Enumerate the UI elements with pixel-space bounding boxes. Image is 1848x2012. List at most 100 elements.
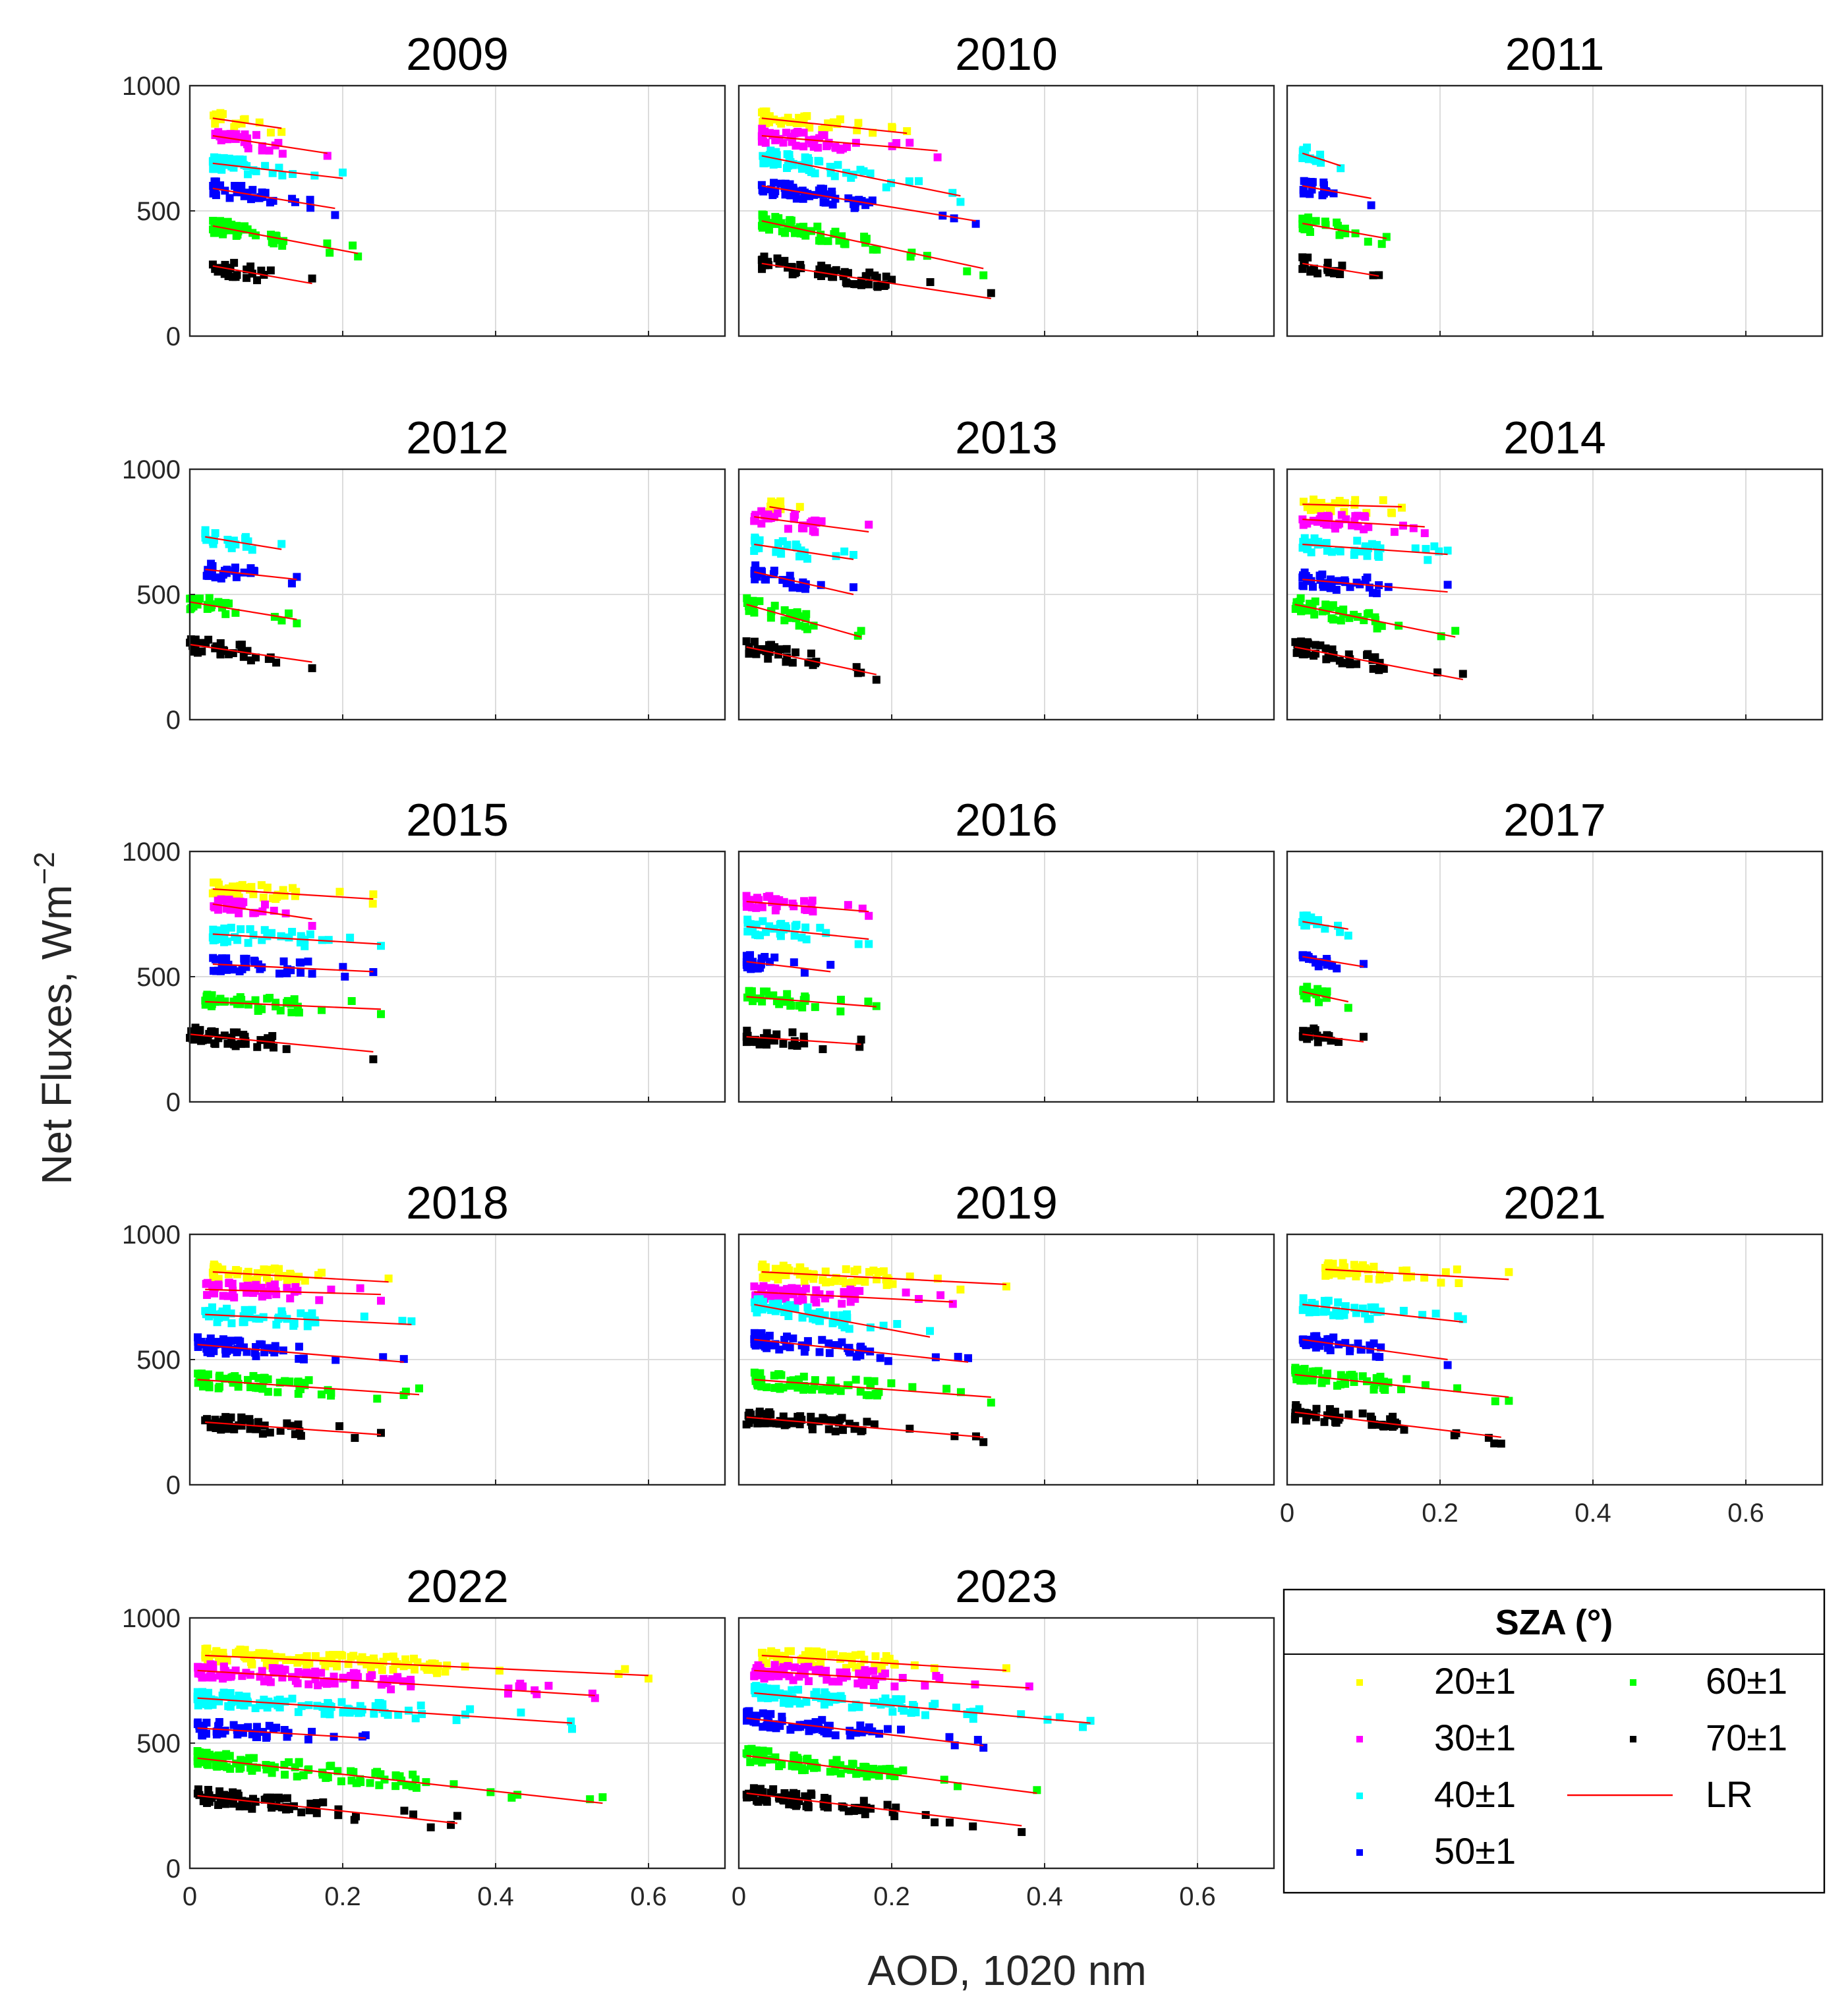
data-point [1321,644,1330,652]
data-point [820,1415,828,1423]
data-point [790,1789,798,1797]
data-point [237,1763,245,1771]
data-point [1324,1296,1333,1305]
data-point [1323,511,1332,520]
data-point [213,1318,221,1327]
data-point [811,169,819,178]
data-point [369,967,378,976]
data-point [859,1681,868,1689]
regression-line [205,568,297,581]
data-point [297,1309,305,1317]
regression-line [761,117,908,134]
data-point [786,609,794,618]
data-point [786,1725,795,1734]
data-point [453,1812,461,1820]
data-point [373,1394,382,1403]
data-point [194,1755,202,1764]
x-tick-label: 0 [183,1882,197,1911]
data-point [759,1282,768,1290]
data-point [379,1353,388,1362]
data-point [210,1261,219,1270]
data-point [778,1760,786,1769]
data-point [285,609,293,618]
data-point [865,911,873,920]
series-sza-70-1 [1291,637,1467,681]
data-point [811,516,820,525]
data-point [824,1339,833,1348]
regression-line [746,1416,984,1438]
data-point [750,1282,759,1290]
data-point [809,1314,817,1323]
data-point [266,994,274,1002]
data-point [210,878,218,887]
data-point [745,607,753,616]
data-point [415,1384,423,1393]
data-point [377,1010,385,1018]
series-sza-40-1 [743,915,873,948]
data-point [236,993,245,1002]
data-point [817,1648,826,1657]
data-point [969,1708,977,1716]
data-point [486,1788,495,1796]
series-sza-60-1 [758,210,988,279]
data-point [234,1337,243,1345]
data-point [987,1398,995,1407]
series-sza-60-1 [1298,213,1391,248]
data-point [1341,1302,1350,1310]
data-point [792,142,800,150]
data-point [1316,575,1325,584]
data-point [860,235,869,243]
data-point [779,1039,788,1048]
axes-frame [737,850,1275,1103]
x-tick-label: 0 [732,1882,746,1911]
data-point [933,153,942,161]
data-point [750,1671,759,1680]
data-point [842,1668,851,1677]
data-point [352,1812,361,1821]
data-point [931,1818,939,1827]
data-point [285,933,293,942]
data-point [339,1675,347,1683]
series-sza-40-1 [750,533,857,563]
data-point [1312,217,1320,225]
data-point [297,1808,306,1817]
data-point [222,954,231,963]
data-point [272,1320,281,1329]
data-point [1300,177,1308,185]
y-tick-label: 500 [136,963,181,992]
data-point [763,1041,771,1049]
data-point [1329,1311,1338,1319]
data-point [311,1675,320,1684]
regression-line [205,536,282,550]
data-point [743,963,751,971]
data-point [308,1727,316,1736]
data-point [517,1708,525,1717]
data-point [844,901,852,909]
data-point [821,198,830,207]
data-point [1323,1344,1332,1352]
data-point [758,210,766,219]
data-point [201,526,210,534]
data-point [836,1007,845,1016]
data-point [945,1818,954,1827]
data-point [227,1319,236,1327]
data-point [1377,240,1386,248]
data-point [1367,1303,1375,1311]
data-point [1335,1311,1344,1320]
data-point [304,1735,312,1744]
data-point [288,884,297,892]
data-point [775,1370,784,1379]
data-point [836,1668,844,1677]
data-point [233,936,242,944]
data-point [235,909,243,917]
regression-line [189,1033,374,1053]
data-point [834,161,842,169]
regression-line [212,888,374,900]
data-point [221,1726,229,1735]
data-point [838,144,847,153]
data-point [304,1765,313,1773]
data-point [277,540,286,548]
data-point [399,1662,408,1671]
data-point [830,1767,839,1775]
data-point [252,167,260,175]
